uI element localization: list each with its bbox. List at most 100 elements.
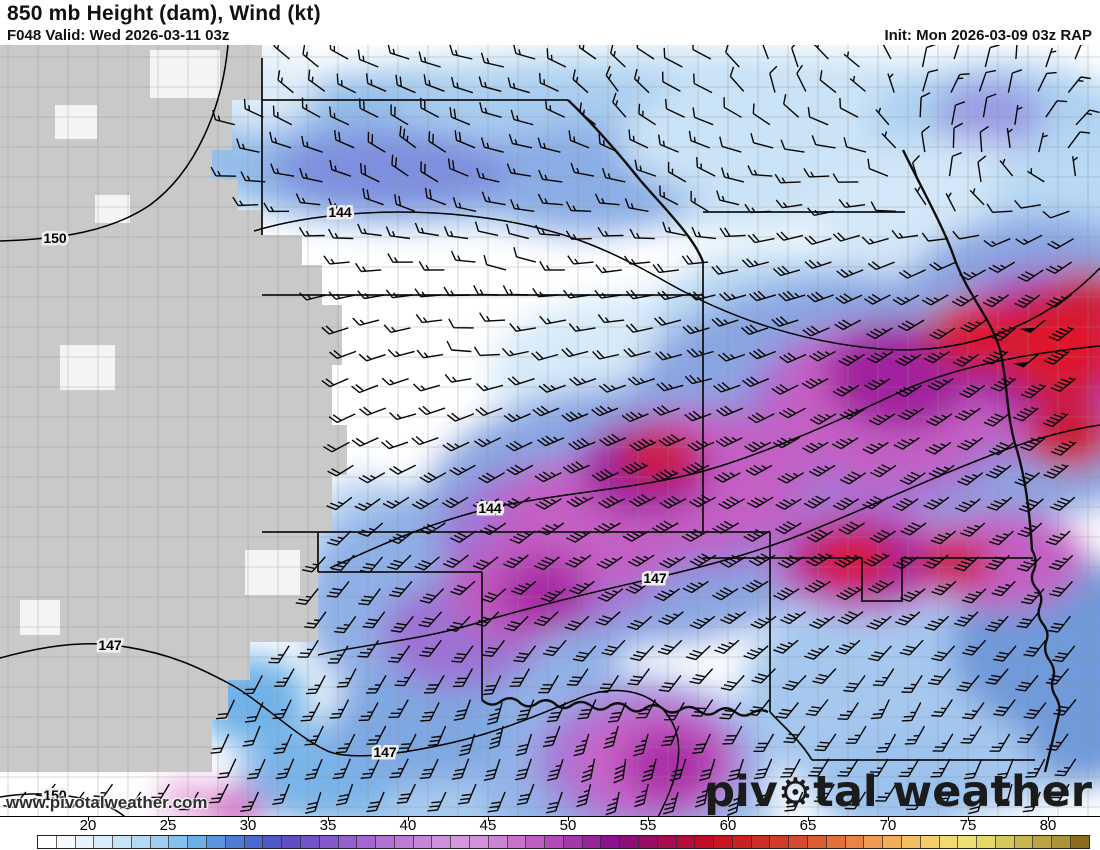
colorbar-tick-label: 60 [719, 817, 737, 834]
colorbar-tick-mark [248, 817, 249, 821]
colorbar-cell [131, 836, 151, 848]
colorbar-cell [789, 836, 809, 848]
colorbar-cell [413, 836, 433, 848]
colorbar-cell [451, 836, 470, 848]
map-header: 850 mb Height (dam), Wind (kt) F048 Vali… [0, 0, 1100, 45]
colorbar-cell [901, 836, 921, 848]
colorbar-cell [188, 836, 208, 848]
colorbar-cell [582, 836, 602, 848]
contour-label: 147 [643, 570, 667, 586]
state-borders [261, 58, 1035, 761]
colorbar-tick-label: 65 [799, 817, 817, 834]
colorbar-cell [808, 836, 827, 848]
colorbar-cell [601, 836, 621, 848]
contour-label: 144 [478, 500, 502, 516]
colorbar-cell [977, 836, 996, 848]
colorbar-cell [432, 836, 452, 848]
colorbar-tick-mark [408, 817, 409, 821]
colorbar-tick-label: 50 [559, 817, 577, 834]
map-canvas: 150 144 144 147 147 147 150 www.pivotalweather… [0, 45, 1100, 817]
colorbar-cell [883, 836, 902, 848]
colorbar-tick-label: 35 [319, 817, 337, 834]
colorbar-cell [1052, 836, 1071, 848]
colorbar-tick-mark [728, 817, 729, 821]
colorbar-tick-label: 45 [479, 817, 497, 834]
colorbar-cell [826, 836, 846, 848]
forecast-map-svg: 150 144 144 147 147 147 150 [0, 45, 1100, 816]
colorbar-cell [56, 836, 76, 848]
colorbar-cell [732, 836, 752, 848]
colorbar-cell [207, 836, 226, 848]
colorbar-cell [300, 836, 320, 848]
map-title: 850 mb Height (dam), Wind (kt) [7, 2, 321, 25]
colorbar-tick-mark [968, 817, 969, 821]
colorbar-cell [263, 836, 283, 848]
colorbar-cell [169, 836, 189, 848]
height-contours [0, 45, 1100, 816]
colorbar-cell [845, 836, 865, 848]
colorbar-cell [714, 836, 733, 848]
colorbar-tick-label: 75 [959, 817, 977, 834]
wind-barb-pennants [1012, 327, 1036, 368]
county-grid [0, 45, 1100, 816]
colorbar-tick-mark [328, 817, 329, 821]
colorbar-tick-label: 80 [1039, 817, 1057, 834]
colorbar-cell [563, 836, 583, 848]
colorbar-cell [507, 836, 527, 848]
colorbar-cell [1033, 836, 1053, 848]
logo-text-pre: piv [704, 767, 778, 817]
colorbar-cell [75, 836, 95, 848]
colorbar-tick-label: 70 [879, 817, 897, 834]
colorbar-cell [282, 836, 301, 848]
colorbar-tick-mark [88, 817, 89, 821]
colorbar-cell [225, 836, 245, 848]
colorbar-tick-label: 30 [239, 817, 257, 834]
colorbar-cell [319, 836, 339, 848]
colorbar-cell [751, 836, 771, 848]
valid-time-label: F048 Valid: Wed 2026-03-11 03z [7, 27, 230, 44]
colorbar-cell [38, 836, 57, 848]
colorbar-cell [695, 836, 715, 848]
colorbar-cell [920, 836, 940, 848]
colorbar-cell [394, 836, 414, 848]
colorbar-cell [620, 836, 639, 848]
colorbar-cell [113, 836, 132, 848]
colorbar-cell [94, 836, 114, 848]
contour-label: 150 [43, 787, 67, 803]
colorbar-cell [676, 836, 696, 848]
colorbar-cells [37, 835, 1090, 849]
contour-label: 144 [328, 204, 352, 220]
colorbar-cell [1070, 836, 1089, 848]
colorbar-tick-label: 25 [159, 817, 177, 834]
pivotal-weather-logo: piv⚙tal weather [704, 767, 1092, 817]
colorbar: 20 25 30 35 40 45 50 55 60 65 70 75 80 [0, 817, 1100, 850]
colorbar-cell [338, 836, 358, 848]
colorbar-cell [639, 836, 658, 848]
colorbar-cell [244, 836, 264, 848]
init-time-label: Init: Mon 2026-03-09 03z RAP [884, 27, 1092, 44]
logo-text-post: tal weather [813, 767, 1092, 817]
colorbar-cell [770, 836, 790, 848]
colorbar-tick-mark [488, 817, 489, 821]
contour-labels: 150 144 144 147 147 147 150 [41, 202, 670, 806]
colorbar-cell [488, 836, 508, 848]
colorbar-cell [357, 836, 377, 848]
colorbar-cell [545, 836, 564, 848]
colorbar-tick-label: 55 [639, 817, 657, 834]
contour-label: 147 [373, 744, 397, 760]
colorbar-tick-mark [648, 817, 649, 821]
colorbar-cell [150, 836, 170, 848]
colorbar-tick-mark [888, 817, 889, 821]
colorbar-cell [1014, 836, 1034, 848]
colorbar-tick-mark [808, 817, 809, 821]
watermark: www.pivotalweather.com [6, 793, 208, 812]
colorbar-cell [657, 836, 677, 848]
colorbar-cell [864, 836, 884, 848]
colorbar-tick-mark [1048, 817, 1049, 821]
colorbar-tick-mark [168, 817, 169, 821]
colorbar-cell [526, 836, 546, 848]
gear-icon: ⚙ [777, 770, 814, 816]
contour-label: 150 [43, 230, 67, 246]
colorbar-cell [958, 836, 978, 848]
colorbar-cell [469, 836, 489, 848]
